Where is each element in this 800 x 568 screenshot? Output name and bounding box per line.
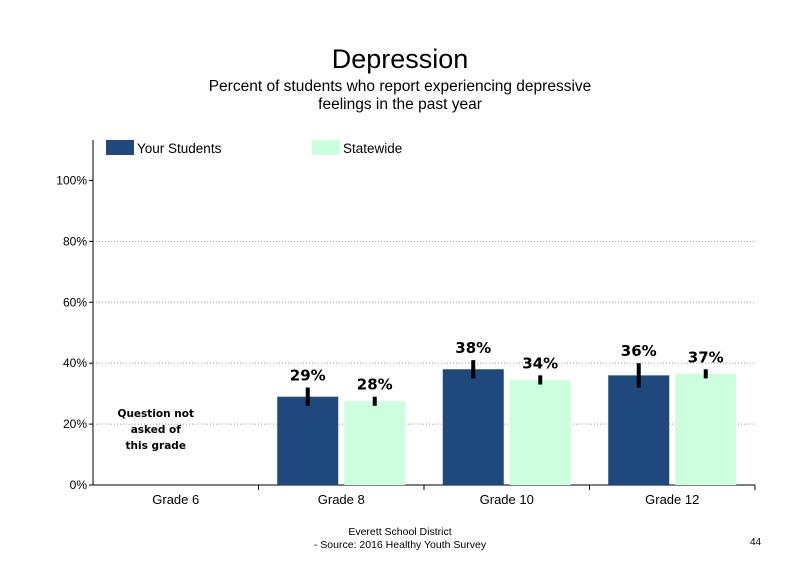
bar (344, 401, 406, 485)
x-tick-label: Grade 8 (318, 492, 365, 507)
annotation-text: Question not (118, 408, 194, 420)
bar (442, 369, 504, 485)
x-tick-label: Grade 6 (152, 492, 199, 507)
bar (675, 373, 737, 485)
data-label: 38% (455, 339, 491, 357)
data-label: 37% (688, 348, 724, 366)
bar (277, 396, 339, 485)
footer-source: - Source: 2016 Healthy Youth Survey (313, 539, 487, 551)
legend-label: Statewide (343, 141, 402, 156)
legend-swatch (312, 140, 340, 155)
y-tick-label: 0% (70, 478, 88, 492)
page-number: 44 (750, 537, 762, 548)
annotation-text: asked of (131, 424, 182, 436)
x-tick-label: Grade 10 (480, 492, 534, 507)
y-tick-label: 20% (63, 417, 87, 431)
data-label: 28% (357, 376, 393, 394)
legend-swatch (106, 140, 134, 155)
x-tick-label: Grade 12 (645, 492, 699, 507)
data-label: 34% (522, 354, 558, 372)
chart-subtitle: Percent of students who report experienc… (208, 78, 592, 113)
y-tick-label: 40% (63, 356, 87, 370)
annotation-text: this grade (126, 440, 186, 452)
bar (608, 375, 670, 485)
footer: Everett School District - Source: 2016 H… (0, 526, 800, 552)
data-label: 29% (290, 367, 326, 385)
chart-title: Depression (331, 44, 469, 74)
y-tick-label: 100% (56, 173, 87, 187)
bar (509, 379, 571, 485)
legend-label: Your Students (137, 141, 222, 156)
footer-district: Everett School District (348, 526, 452, 538)
y-tick-label: 60% (63, 295, 87, 309)
y-tick-label: 80% (63, 234, 87, 248)
data-label: 36% (621, 342, 657, 360)
